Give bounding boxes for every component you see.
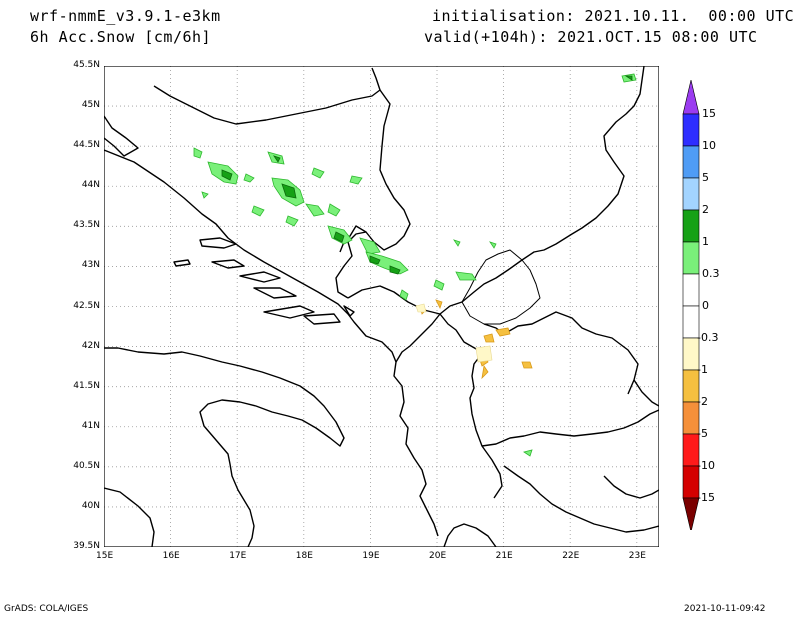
lat-tick-label: 42N	[81, 340, 100, 351]
colorbar-label: -0.3	[697, 331, 719, 344]
colorbar-segment	[682, 241, 700, 275]
model-name: wrf-nmmE_v3.9.1-e3km	[30, 7, 221, 25]
snow-contours	[193, 73, 637, 457]
lon-tick-label: 17E	[229, 551, 247, 561]
colorbar-label: 0.3	[702, 267, 720, 280]
map-grid	[104, 66, 659, 547]
colorbar-label: 15	[702, 107, 716, 120]
colorbar-top-arrow	[682, 80, 700, 115]
lat-tick-label: 43N	[81, 260, 100, 271]
colorbar-label: 2	[702, 203, 709, 216]
lon-tick-label: 21E	[495, 551, 513, 561]
lat-tick-label: 41.5N	[73, 380, 100, 391]
colorbar-label: 5	[702, 171, 709, 184]
lat-tick-label: 40.5N	[73, 460, 100, 471]
lon-tick-label: 18E	[295, 551, 313, 561]
colorbar-label: 1	[702, 235, 709, 248]
lon-tick-label: 20E	[429, 551, 447, 561]
lat-tick-label: 44.5N	[73, 140, 100, 151]
lat-tick-label: 39.5N	[73, 541, 100, 551]
colorbar	[682, 80, 700, 530]
colorbar-label: -1	[697, 363, 708, 376]
colorbar-label: -2	[697, 395, 708, 408]
lon-tick-label: 15E	[96, 551, 114, 561]
render-timestamp: 2021-10-11-09:42	[684, 604, 766, 614]
init-time: initialisation: 2021.10.11. 00:00 UTC	[432, 7, 795, 25]
snow-map	[104, 66, 659, 547]
lat-tick-label: 43.5N	[73, 220, 100, 231]
lon-tick-label: 23E	[628, 551, 646, 561]
colorbar-label: -5	[697, 427, 708, 440]
colorbar-segment	[682, 113, 700, 147]
lon-tick-label: 19E	[362, 551, 380, 561]
lat-tick-label: 44N	[81, 180, 100, 191]
grads-credit: GrADS: COLA/IGES	[4, 604, 89, 614]
colorbar-segment	[682, 273, 700, 307]
lat-tick-label: 40N	[81, 500, 100, 511]
lon-tick-label: 16E	[162, 551, 180, 561]
colorbar-segment	[682, 209, 700, 243]
colorbar-label: -10	[697, 459, 715, 472]
lat-tick-label: 41N	[81, 420, 100, 431]
lat-tick-label: 42.5N	[73, 300, 100, 311]
colorbar-bottom-arrow	[682, 497, 700, 530]
colorbar-label: 10	[702, 139, 716, 152]
valid-time: valid(+104h): 2021.OCT.15 08:00 UTC	[424, 28, 758, 46]
colorbar-label: -15	[697, 491, 715, 504]
colorbar-segment	[682, 145, 700, 179]
colorbar-label: 0	[702, 299, 709, 312]
lat-tick-label: 45N	[81, 100, 100, 111]
lon-tick-label: 22E	[562, 551, 580, 561]
lat-tick-label: 45.5N	[73, 60, 100, 70]
coastlines-borders	[104, 66, 659, 547]
colorbar-segment	[682, 177, 700, 211]
field-name: 6h Acc.Snow [cm/6h]	[30, 28, 212, 46]
